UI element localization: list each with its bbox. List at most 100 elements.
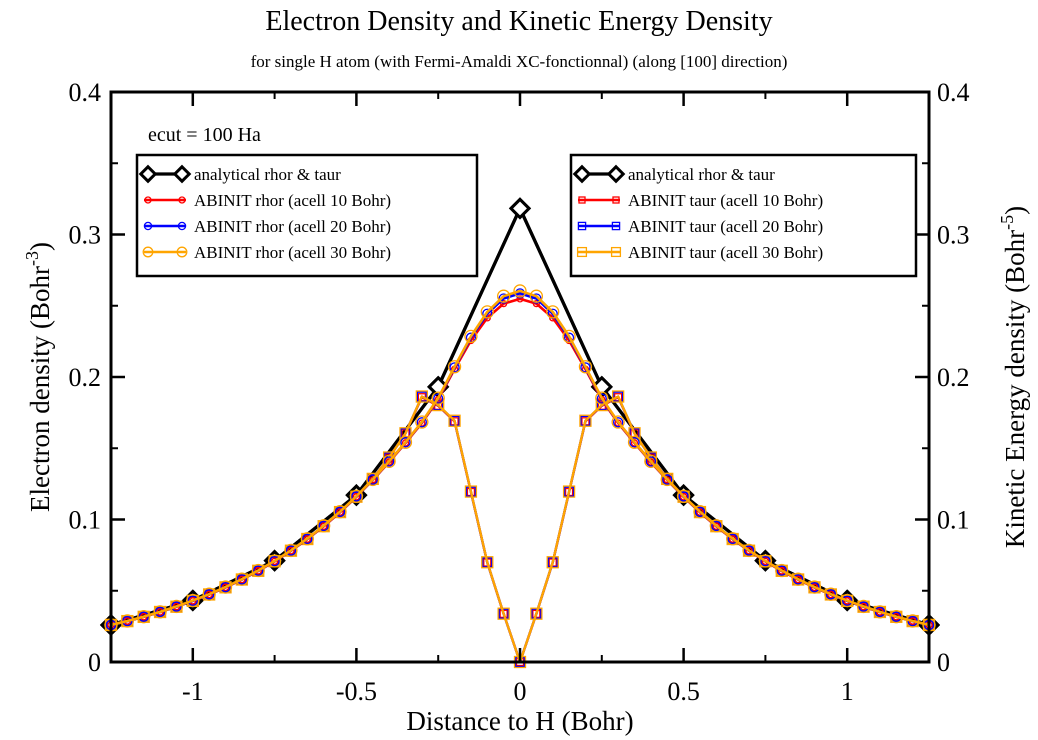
- data-point-analytical_taur: [508, 197, 532, 220]
- legend-left-box: [135, 153, 479, 278]
- data-point-taur_30: [628, 427, 641, 440]
- data-point-rhor_20: [580, 362, 591, 373]
- legend-marker: [172, 164, 192, 184]
- legend-label: analytical rhor & taur: [628, 165, 775, 184]
- data-point-rhor_20: [334, 506, 346, 517]
- data-point-rhor_20: [269, 555, 280, 567]
- y-tick-label-right: 0.3: [937, 221, 970, 250]
- data-point-rhor_30: [333, 505, 347, 519]
- x-tick-label: -1: [182, 677, 204, 706]
- data-point-rhor_30: [676, 489, 691, 503]
- data-point-rhor_30: [824, 587, 838, 601]
- data-point-rhor_30: [349, 489, 364, 503]
- data-point-taur_20: [531, 608, 542, 619]
- data-point-rhor_20: [825, 589, 836, 600]
- x-axis-label: Distance to H (Bohr): [406, 706, 633, 736]
- data-point-taur_30: [464, 485, 478, 498]
- y-axis-label-right: Kinetic Energy density (Bohr-5): [997, 206, 1030, 548]
- x-tick-label: 1: [841, 677, 854, 706]
- legend-label: ABINIT taur (acell 20 Bohr): [628, 217, 823, 236]
- data-point-rhor_30: [905, 614, 920, 628]
- data-point-rhor_30: [284, 543, 298, 558]
- data-point-rhor_20: [531, 293, 542, 304]
- data-point-rhor_20: [842, 595, 853, 606]
- data-point-rhor_20: [596, 393, 607, 404]
- data-point-rhor_20: [433, 393, 444, 404]
- legend-marker: [611, 221, 621, 231]
- y-tick-label-right: 0.1: [937, 506, 970, 535]
- data-point-rhor_10: [303, 535, 311, 543]
- data-point-rhor_20: [694, 506, 706, 517]
- data-point-rhor_20: [809, 582, 820, 593]
- data-point-rhor_20: [253, 565, 264, 576]
- data-point-rhor_10: [320, 522, 328, 530]
- data-point-rhor_30: [251, 563, 265, 578]
- data-point-taur_30: [546, 556, 559, 569]
- data-point-rhor_30: [709, 519, 723, 533]
- data-point-rhor_10: [499, 299, 508, 308]
- legend-entry: ABINIT taur (acell 30 Bohr): [576, 243, 823, 262]
- legend-marker: [144, 196, 152, 204]
- data-point-rhor_30: [447, 360, 462, 374]
- data-point-rhor_30: [120, 614, 135, 628]
- legend-marker: [572, 164, 592, 184]
- legend-label: ABINIT taur (acell 10 Bohr): [628, 191, 823, 210]
- data-point-rhor_30: [873, 605, 887, 619]
- y-axis-label-right-close: ): [1000, 206, 1030, 215]
- data-point-rhor_10: [385, 458, 393, 466]
- legend-entry: analytical rhor & taur: [138, 164, 341, 184]
- legend-label: ABINIT rhor (acell 30 Bohr): [194, 243, 391, 262]
- data-point-rhor_20: [760, 555, 771, 567]
- data-point-rhor_30: [856, 599, 871, 614]
- legend-marker: [178, 196, 186, 204]
- data-point-taur_20: [416, 391, 427, 402]
- data-point-rhor_30: [137, 610, 151, 624]
- legend-entry: analytical rhor & taur: [572, 164, 775, 184]
- data-point-rhor_30: [660, 472, 674, 487]
- data-point-taur_30: [579, 414, 592, 427]
- data-point-rhor_30: [398, 435, 413, 449]
- data-point-taur_30: [612, 390, 625, 403]
- data-point-rhor_20: [662, 474, 673, 485]
- legend-entry: ABINIT taur (acell 20 Bohr): [577, 217, 823, 236]
- data-point-rhor_20: [449, 362, 460, 373]
- series-rhor_30: [104, 284, 936, 632]
- data-point-rhor_10: [369, 476, 377, 484]
- y-tick-label-left: 0.3: [69, 221, 102, 250]
- data-point-rhor_20: [743, 545, 755, 556]
- data-point-rhor_10: [729, 535, 737, 543]
- data-point-rhor_10: [532, 299, 541, 308]
- x-tick-label: -0.5: [336, 677, 377, 706]
- data-point-rhor_30: [169, 599, 184, 614]
- y-tick-label-right: 0.2: [937, 363, 970, 392]
- legend-marker: [577, 221, 587, 231]
- data-point-rhor_10: [401, 439, 410, 447]
- legend-marker: [143, 221, 153, 231]
- data-point-rhor_20: [613, 417, 624, 428]
- data-point-rhor_20: [220, 582, 231, 593]
- legend-marker: [138, 164, 158, 184]
- legend-marker: [612, 196, 620, 204]
- y-axis-label-left-close: ): [25, 242, 55, 251]
- data-point-rhor_30: [562, 329, 576, 344]
- data-point-taur_20: [498, 608, 509, 619]
- legend-label: ABINIT rhor (acell 10 Bohr): [194, 191, 391, 210]
- data-point-rhor_20: [498, 293, 509, 304]
- data-point-taur_30: [530, 607, 543, 620]
- x-tick-label: 0: [514, 677, 527, 706]
- data-point-taur_30: [448, 414, 461, 427]
- data-point-rhor_20: [792, 574, 804, 585]
- legend-entry: ABINIT rhor (acell 10 Bohr): [144, 191, 391, 210]
- legend-marker: [576, 246, 588, 258]
- data-point-taur_30: [415, 390, 428, 403]
- legend-label: ABINIT rhor (acell 20 Bohr): [194, 217, 391, 236]
- legend-right: analytical rhor & taur ABINIT taur (acell…: [569, 153, 918, 278]
- legend-left: analytical rhor & taur ABINIT rhor (acell…: [135, 153, 479, 278]
- data-point-rhor_20: [383, 456, 395, 467]
- chart-title: Electron Density and Kinetic Energy Dens…: [265, 6, 772, 37]
- data-point-rhor_30: [202, 587, 216, 601]
- data-point-rhor_10: [712, 522, 720, 530]
- data-point-rhor_30: [742, 543, 756, 558]
- data-point-rhor_20: [187, 595, 198, 606]
